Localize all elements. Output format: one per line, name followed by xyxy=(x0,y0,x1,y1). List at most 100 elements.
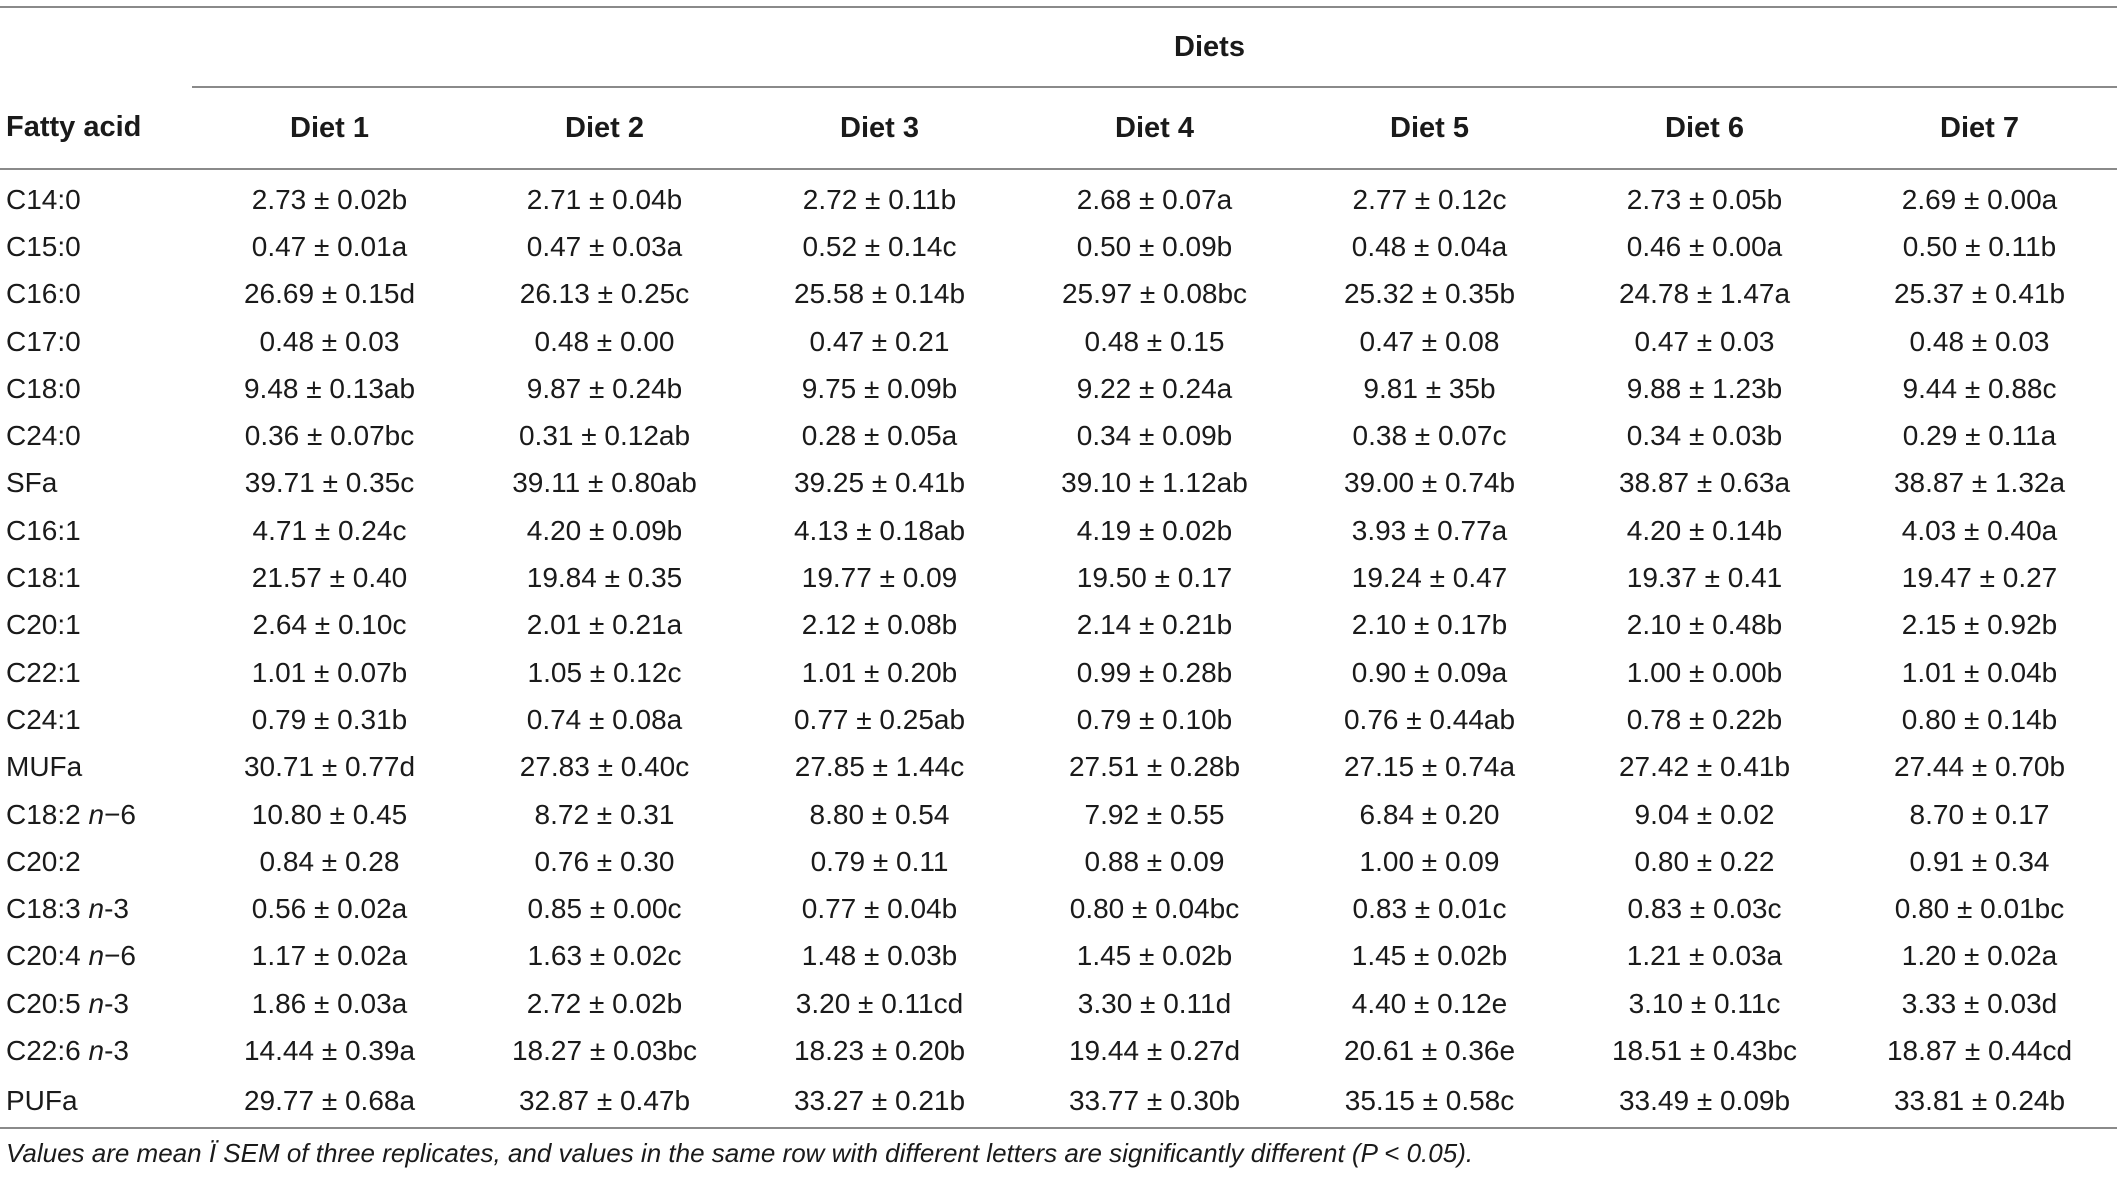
diet-7-value: 27.44 ± 0.70b xyxy=(1893,751,2066,783)
diet-6-value: 19.37 ± 0.41 xyxy=(1626,562,1783,594)
diet-5-value: 2.77 ± 0.12c xyxy=(1352,183,1507,215)
diet-1-value: 0.79 ± 0.31b xyxy=(251,703,408,735)
diet-4-value: 0.80 ± 0.04bc xyxy=(1069,893,1240,925)
column-header-row: Fatty acid Diet 1 Diet 2 Diet 3 Diet 4 D… xyxy=(0,87,2117,170)
diet-3-value: 25.58 ± 0.14b xyxy=(793,278,966,310)
diet-2-value: 18.27 ± 0.03bc xyxy=(511,1034,698,1066)
fatty-acid-label: C20:2 xyxy=(6,845,81,877)
table-row: C20:4 n−6 1.17 ± 0.02a 1.63 ± 0.02c 1.48 ± … xyxy=(0,933,2117,980)
table-row: SFa 39.71 ± 0.35c 39.11 ± 0.80ab 39.25 ± 0.… xyxy=(0,460,2117,507)
diet-6-value: 27.42 ± 0.41b xyxy=(1618,751,1791,783)
diet-7-value: 1.20 ± 0.02a xyxy=(1901,940,2058,972)
diet-4-value: 19.44 ± 0.27d xyxy=(1068,1034,1241,1066)
diet-3-value: 0.28 ± 0.05a xyxy=(801,420,958,452)
diet-1-header: Diet 1 xyxy=(192,87,467,170)
table-row: C16:0 26.69 ± 0.15d 26.13 ± 0.25c 25.58 ± 0… xyxy=(0,271,2117,318)
diet-2-value: 32.87 ± 0.47b xyxy=(467,1074,742,1129)
diet-7-value: 0.91 ± 0.34 xyxy=(1909,845,2050,877)
diet-7-value: 18.87 ± 0.44cd xyxy=(1886,1034,2073,1066)
table-row: C20:5 n-3 1.86 ± 0.03a 2.72 ± 0.02b 3.20 ± … xyxy=(0,980,2117,1027)
diet-4-value: 25.97 ± 0.08bc xyxy=(1061,278,1248,310)
diet-1-value: 0.48 ± 0.03 xyxy=(259,325,400,357)
diet-2-value: 4.20 ± 0.09b xyxy=(526,514,683,546)
diet-4-value: 3.30 ± 0.11d xyxy=(1077,987,1232,1019)
diet-2-value: 0.76 ± 0.30 xyxy=(534,845,675,877)
diet-6-value: 0.78 ± 0.22b xyxy=(1626,703,1783,735)
diet-1-value: 0.36 ± 0.07bc xyxy=(244,420,415,452)
diet-3-value: 9.75 ± 0.09b xyxy=(801,372,958,404)
diet-3-value: 0.77 ± 0.04b xyxy=(801,893,958,925)
table-row: PUFa 29.77 ± 0.68a 32.87 ± 0.47b 33.27 ± 0.… xyxy=(0,1074,2117,1129)
diet-5-value: 2.10 ± 0.17b xyxy=(1351,609,1508,641)
diet-7-value: 0.80 ± 0.01bc xyxy=(1894,893,2065,925)
diet-2-value: 0.47 ± 0.03a xyxy=(526,230,683,262)
diet-1-value: 4.71 ± 0.24c xyxy=(252,514,407,546)
diet-3-value: 1.48 ± 0.03b xyxy=(801,940,958,972)
fatty-acid-label: C24:0 xyxy=(6,420,81,452)
diet-1-value: 21.57 ± 0.40 xyxy=(251,562,408,594)
table-row: C18:1 21.57 ± 0.40 19.84 ± 0.35 19.77 ± 0.0… xyxy=(0,554,2117,601)
diet-5-value: 20.61 ± 0.36e xyxy=(1343,1034,1516,1066)
table-row: C18:3 n-3 0.56 ± 0.02a 0.85 ± 0.00c 0.77 ± … xyxy=(0,885,2117,932)
diet-5-value: 25.32 ± 0.35b xyxy=(1343,278,1516,310)
diet-1-value: 26.69 ± 0.15d xyxy=(243,278,416,310)
diet-4-value: 39.10 ± 1.12ab xyxy=(1061,467,1248,499)
diet-6-value: 1.21 ± 0.03a xyxy=(1626,940,1783,972)
diet-2-value: 1.05 ± 0.12c xyxy=(527,656,682,688)
fatty-acid-label: C14:0 xyxy=(6,183,81,215)
fatty-acid-label: C20:5 n-3 xyxy=(6,987,129,1019)
diet-7-value: 8.70 ± 0.17 xyxy=(1909,798,2050,830)
diet-3-value: 0.47 ± 0.21 xyxy=(809,325,950,357)
diet-5-value: 0.48 ± 0.04a xyxy=(1351,230,1508,262)
diet-2-value: 19.84 ± 0.35 xyxy=(526,562,683,594)
fatty-acid-label: SFa xyxy=(6,467,58,499)
diet-1-value: 1.86 ± 0.03a xyxy=(251,987,408,1019)
diet-1-value: 30.71 ± 0.77d xyxy=(243,751,416,783)
diet-6-value: 9.88 ± 1.23b xyxy=(1626,372,1783,404)
diet-5-value: 0.90 ± 0.09a xyxy=(1351,656,1508,688)
diet-5-value: 0.38 ± 0.07c xyxy=(1352,420,1507,452)
diet-5-value: 6.84 ± 0.20 xyxy=(1359,798,1500,830)
diet-1-value: 1.01 ± 0.07b xyxy=(251,656,408,688)
table-row: C16:1 4.71 ± 0.24c 4.20 ± 0.09b 4.13 ± 0.18… xyxy=(0,507,2117,554)
fatty-acid-label: C18:2 n−6 xyxy=(6,798,137,830)
diet-7-value: 2.69 ± 0.00a xyxy=(1901,183,2058,215)
fatty-acid-label: C16:0 xyxy=(6,278,81,310)
diet-6-value: 38.87 ± 0.63a xyxy=(1618,467,1791,499)
diet-2-value: 0.48 ± 0.00 xyxy=(534,325,675,357)
table-body: C14:0 2.73 ± 0.02b 2.71 ± 0.04b 2.72 ± 0.11… xyxy=(0,169,2117,1129)
fatty-acid-label: C20:4 n−6 xyxy=(6,940,137,972)
diet-7-value: 33.81 ± 0.24b xyxy=(1842,1074,2117,1129)
diet-6-value: 0.47 ± 0.03 xyxy=(1634,325,1775,357)
diet-1-value: 14.44 ± 0.39a xyxy=(243,1034,416,1066)
fatty-acid-label: C18:1 xyxy=(6,562,81,594)
diet-4-value: 0.34 ± 0.09b xyxy=(1076,420,1233,452)
diet-2-value: 2.71 ± 0.04b xyxy=(526,183,683,215)
diet-1-value: 9.48 ± 0.13ab xyxy=(243,372,416,404)
fatty-acid-label: C22:1 xyxy=(6,656,81,688)
diet-4-value: 0.50 ± 0.09b xyxy=(1076,230,1233,262)
diet-6-value: 1.00 ± 0.00b xyxy=(1626,656,1783,688)
fatty-acid-label: C16:1 xyxy=(6,514,81,546)
diet-1-value: 10.80 ± 0.45 xyxy=(251,798,408,830)
diet-2-value: 0.74 ± 0.08a xyxy=(526,703,683,735)
fatty-acid-label: C20:1 xyxy=(6,609,81,641)
diet-2-value: 9.87 ± 0.24b xyxy=(526,372,683,404)
fatty-acid-label: C18:3 n-3 xyxy=(6,893,129,925)
diet-4-value: 9.22 ± 0.24a xyxy=(1076,372,1233,404)
diet-3-value: 4.13 ± 0.18ab xyxy=(793,514,966,546)
diet-6-value: 0.34 ± 0.03b xyxy=(1626,420,1783,452)
diet-3-value: 8.80 ± 0.54 xyxy=(809,798,950,830)
table-row: C18:0 9.48 ± 0.13ab 9.87 ± 0.24b 9.75 ± 0.0… xyxy=(0,365,2117,412)
diet-3-value: 1.01 ± 0.20b xyxy=(801,656,958,688)
diet-6-value: 0.83 ± 0.03c xyxy=(1627,893,1782,925)
diet-4-value: 2.14 ± 0.21b xyxy=(1076,609,1233,641)
diet-6-value: 9.04 ± 0.02 xyxy=(1634,798,1775,830)
diet-5-header: Diet 5 xyxy=(1292,87,1567,170)
diet-3-value: 3.20 ± 0.11cd xyxy=(795,987,964,1019)
diet-7-value: 3.33 ± 0.03d xyxy=(1901,987,2058,1019)
diet-6-value: 2.73 ± 0.05b xyxy=(1626,183,1783,215)
diet-3-value: 0.79 ± 0.11 xyxy=(810,845,949,877)
table-row: C18:2 n−6 10.80 ± 0.45 8.72 ± 0.31 8.80 ± 0… xyxy=(0,791,2117,838)
diet-4-value: 19.50 ± 0.17 xyxy=(1076,562,1233,594)
